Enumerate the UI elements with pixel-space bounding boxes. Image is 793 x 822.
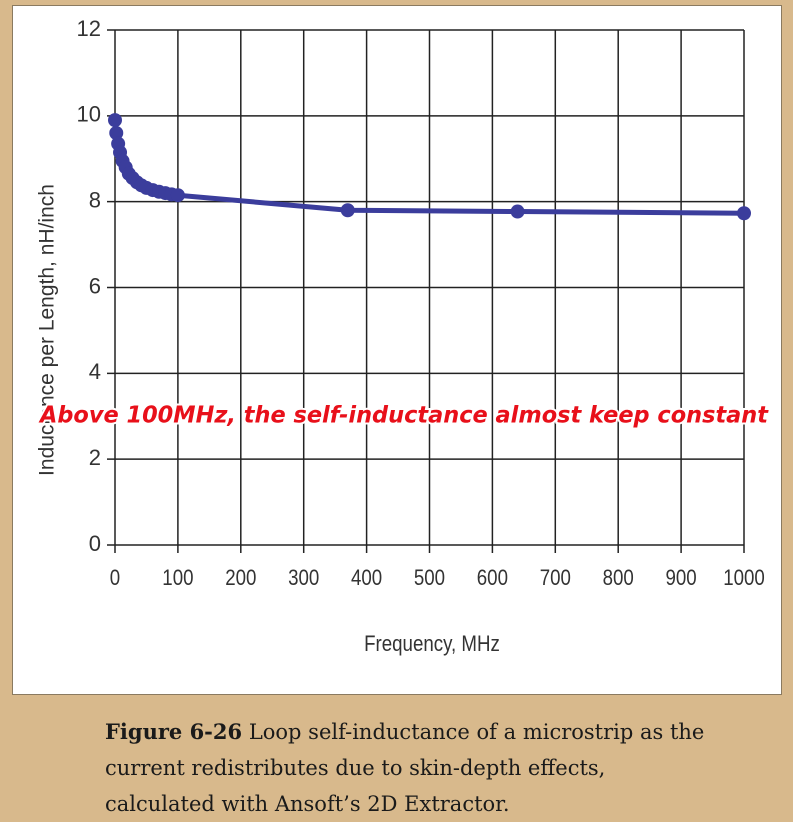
x-tick-label: 800 <box>603 566 634 590</box>
x-tick-label: 400 <box>351 566 382 590</box>
data-point <box>109 126 124 140</box>
y-axis-label: Inductance per Length, nH/inch <box>36 184 59 476</box>
x-tick-label: 300 <box>288 566 319 590</box>
x-axis-label: Frequency, MHz <box>364 632 500 656</box>
data-point <box>340 203 355 218</box>
y-tick-label: 8 <box>89 187 101 212</box>
y-tick-label: 10 <box>77 102 101 127</box>
x-tick-label: 1000 <box>723 566 765 590</box>
x-tick-label: 0 <box>110 566 120 590</box>
y-tick-label: 4 <box>89 359 101 384</box>
caption: Figure 6-26 Loop self-inductance of a mi… <box>105 714 705 822</box>
x-tick-label: 500 <box>414 566 445 590</box>
data-point <box>108 113 122 128</box>
y-tick-label: 6 <box>89 273 101 298</box>
x-tick-label: 200 <box>225 566 256 590</box>
x-tick-label: 100 <box>162 566 193 590</box>
y-tick-label: 0 <box>89 531 101 556</box>
data-point <box>510 204 525 219</box>
caption-label: Figure 6-26 <box>105 719 243 744</box>
data-point <box>737 206 751 221</box>
y-tick-label: 12 <box>77 16 101 41</box>
figure-panel <box>12 5 782 695</box>
caption-text: Loop self-inductance of a microstrip as … <box>105 720 705 816</box>
x-tick-label: 900 <box>666 566 697 590</box>
data-point <box>170 188 185 203</box>
x-tick-label: 600 <box>477 566 508 590</box>
annotation: Above 100MHz, the self-inductance almost… <box>38 403 769 429</box>
chart: Frequency, MHz Inductance per Length, nH… <box>36 16 771 656</box>
y-tick-label: 2 <box>89 445 101 470</box>
x-tick-label: 700 <box>540 566 571 590</box>
